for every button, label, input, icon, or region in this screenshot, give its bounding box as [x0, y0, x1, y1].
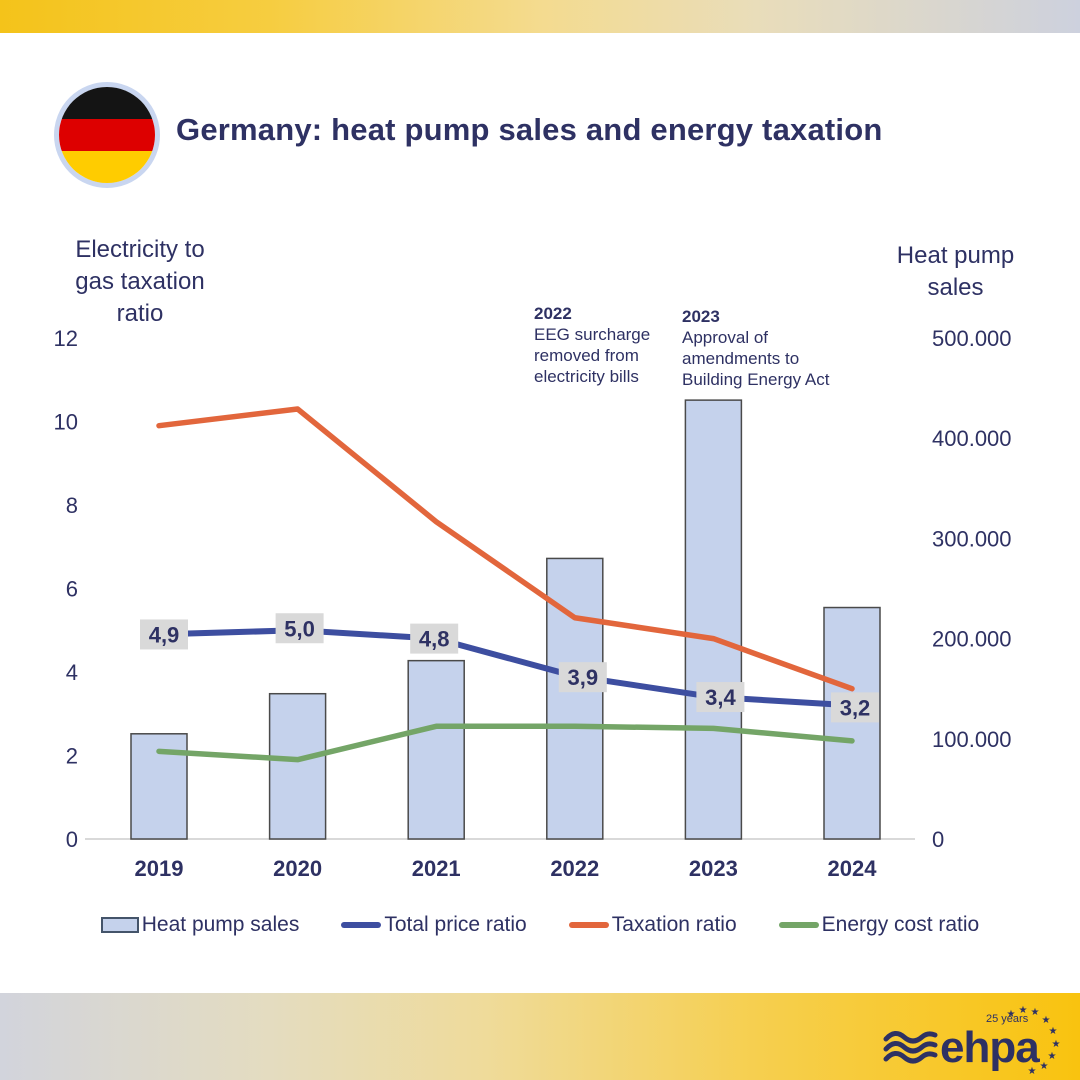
right-axis-title-line: sales [927, 274, 984, 301]
legend-label: Taxation ratio [611, 913, 737, 936]
value-label-box [831, 692, 879, 723]
annotation-line: Building Energy Act [682, 370, 830, 389]
right-axis-title-line: Heat pump [896, 242, 1015, 269]
ehpa-logo-text: ehpa [940, 1023, 1040, 1072]
svg-text:★: ★ [1048, 1051, 1057, 1062]
value-label: 3,2 [840, 695, 871, 720]
legend-line-swatch [568, 922, 609, 928]
svg-text:★: ★ [1052, 1039, 1060, 1050]
bar-2024 [823, 606, 881, 840]
left-axis-tick: 4 [66, 660, 78, 685]
annotation-2022: 2022 EEG surcharge removed from electric… [534, 303, 694, 387]
left-axis-tick: 8 [66, 493, 78, 518]
germany-flag-icon [54, 82, 160, 188]
legend-line-swatch [341, 922, 382, 928]
value-label: 5,0 [284, 616, 315, 641]
svg-text:★: ★ [1042, 1015, 1051, 1026]
legend-label: Heat pump sales [141, 913, 300, 936]
svg-text:★: ★ [1019, 1005, 1028, 1016]
legend-item-heat-pump-sales: Heat pump sales [100, 913, 300, 937]
year-label-2022: 2022 [550, 856, 599, 881]
right-axis-tick: 200.000 [932, 627, 1012, 652]
legend-line-swatch [778, 922, 819, 928]
year-label-2024: 2024 [828, 856, 878, 881]
value-label: 3,9 [568, 665, 599, 690]
legend-item-total-price-ratio: Total price ratio [341, 913, 527, 937]
right-axis-tick: 500.000 [932, 326, 1012, 351]
annotation-line: Approval of [682, 328, 768, 347]
ehpa-25years-text: 25 years [986, 1013, 1029, 1025]
line-total-price-ratio [156, 627, 855, 709]
bar-2022 [546, 557, 604, 840]
value-label: 4,8 [419, 627, 450, 652]
flag-stripe-red [59, 119, 155, 151]
value-label: 3,4 [705, 685, 736, 710]
svg-text:★: ★ [1049, 1026, 1058, 1037]
value-label: 4,9 [149, 622, 180, 647]
left-axis-tick: 2 [66, 744, 78, 769]
left-axis-tick: 10 [54, 410, 78, 435]
svg-text:★: ★ [1007, 1009, 1016, 1020]
svg-text:★: ★ [1028, 1066, 1037, 1075]
value-label-box [410, 623, 459, 654]
left-axis-title-line: Electricity to [75, 236, 205, 263]
right-axis-tick: 400.000 [932, 426, 1012, 451]
legend: Heat pump sales Total price ratio Taxation… [0, 913, 1080, 937]
left-axis-tick: 6 [66, 577, 78, 602]
left-axis-tick: 12 [54, 326, 78, 351]
legend-item-energy-cost-ratio: Energy cost ratio [778, 913, 980, 937]
year-label-2023: 2023 [689, 856, 738, 881]
left-axis-tick: 0 [66, 827, 78, 852]
annotation-line: removed from [534, 346, 639, 365]
waves-icon [883, 1031, 938, 1064]
bar-2023 [684, 399, 743, 840]
annotation-year: 2023 [682, 307, 720, 326]
left-axis-title-line: gas taxation [75, 268, 205, 295]
left-axis-title: Electricity to gas taxation ratio [50, 234, 230, 330]
right-axis-tick: 0 [932, 827, 944, 852]
right-axis-title: Heat pump sales [878, 240, 1033, 304]
top-gradient-bar [0, 0, 1080, 33]
value-label-box [140, 619, 188, 650]
svg-text:★: ★ [1040, 1061, 1049, 1072]
value-label-box [275, 613, 324, 644]
legend-bar-swatch [100, 917, 139, 933]
right-axis-tick: 100.000 [932, 727, 1012, 752]
annotation-line: electricity bills [534, 367, 639, 386]
year-label-2020: 2020 [273, 856, 322, 881]
svg-text:★: ★ [1031, 1007, 1040, 1018]
annotation-line: EEG surcharge [534, 325, 651, 344]
left-axis-title-line: ratio [116, 300, 164, 327]
annotation-year: 2022 [534, 304, 572, 323]
year-label-2021: 2021 [412, 856, 461, 881]
value-label-box [696, 682, 745, 713]
line-energy-cost-ratio [156, 723, 855, 763]
page-title: Germany: heat pump sales and energy taxa… [176, 112, 883, 147]
legend-item-taxation-ratio: Taxation ratio [568, 913, 737, 937]
bar-2021 [407, 659, 465, 840]
legend-label: Energy cost ratio [821, 913, 980, 936]
right-axis-tick: 300.000 [932, 526, 1012, 551]
value-label-box [558, 662, 607, 693]
ehpa-logo: ehpa 25 years ★ ★ ★ ★★★ ★★★ [883, 1005, 1060, 1075]
legend-label: Total price ratio [384, 913, 527, 936]
year-label-2019: 2019 [135, 856, 184, 881]
eu-stars-icon: ★ ★ ★ ★★★ ★★★ [1007, 1005, 1060, 1075]
annotation-line: amendments to [682, 349, 800, 368]
line-taxation-ratio [156, 406, 855, 692]
bar-2020 [268, 692, 327, 840]
annotation-2023: 2023 Approval of amendments to Building … [682, 306, 862, 390]
